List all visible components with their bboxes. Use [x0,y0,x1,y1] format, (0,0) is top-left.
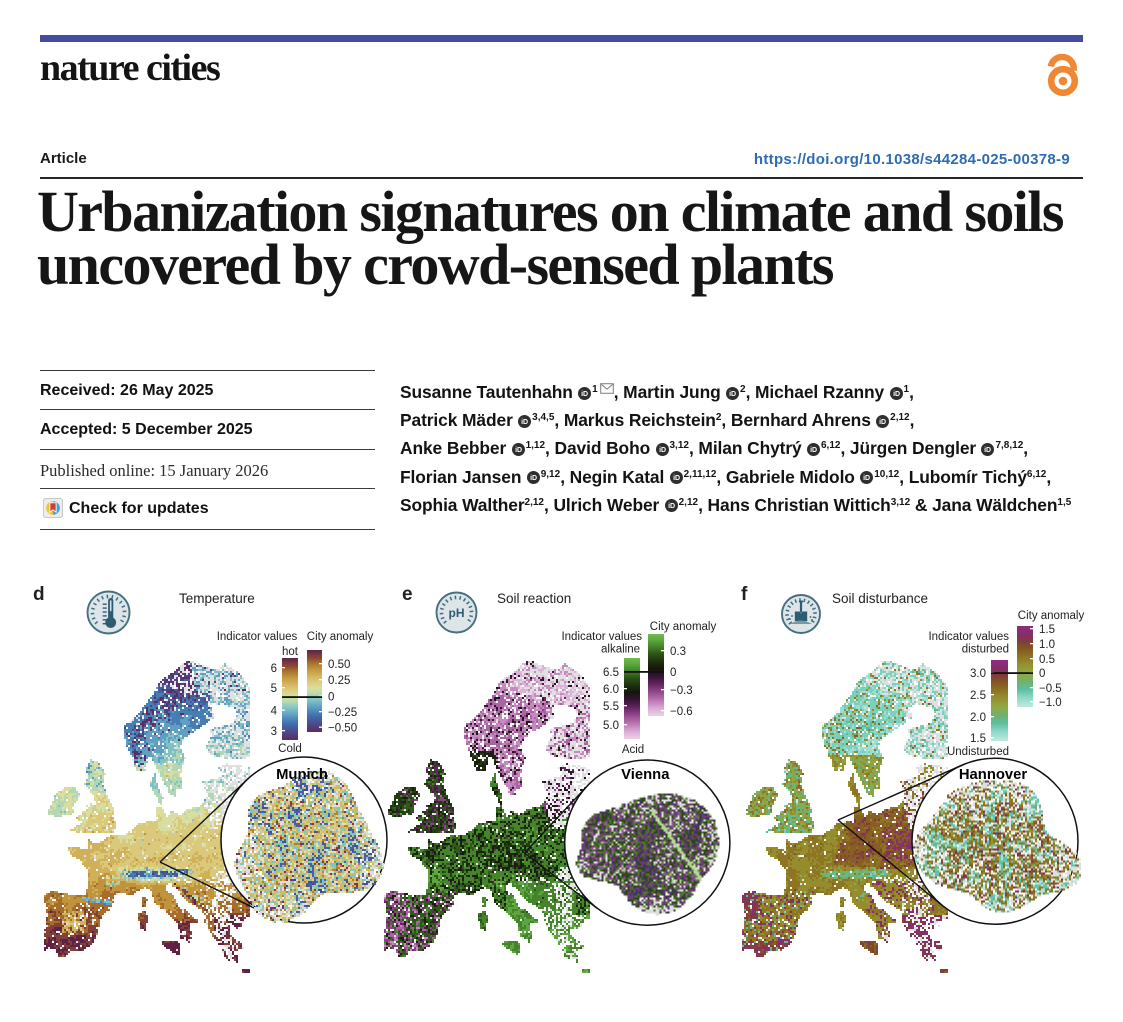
svg-text:6.5: 6.5 [603,667,619,679]
svg-text:iD: iD [729,391,736,398]
svg-text:0: 0 [328,692,334,704]
svg-text:−0.5: −0.5 [1039,683,1062,695]
svg-text:iD: iD [893,391,900,398]
svg-text:0: 0 [670,667,676,679]
svg-text:iD: iD [985,447,992,454]
svg-text:Soil reaction: Soil reaction [497,591,571,606]
svg-text:Indicator values: Indicator values [561,631,642,643]
svg-text:Munich: Munich [276,767,328,783]
svg-text:0: 0 [1039,668,1045,680]
svg-text:Soil disturbance: Soil disturbance [832,591,928,606]
svg-text:Indicator values: Indicator values [928,631,1009,643]
svg-text:iD: iD [581,391,588,398]
svg-text:d: d [33,584,45,605]
svg-text:iD: iD [810,447,817,454]
svg-text:3.0: 3.0 [970,668,986,680]
svg-text:iD: iD [521,419,528,426]
svg-text:6.0: 6.0 [603,684,619,696]
svg-text:5: 5 [271,683,277,695]
svg-text:Vienna: Vienna [621,767,670,783]
svg-text:1.5: 1.5 [1039,624,1055,636]
svg-text:iD: iD [530,475,537,482]
svg-text:iD: iD [673,475,680,482]
svg-text:f: f [741,584,748,605]
svg-text:2.5: 2.5 [970,690,986,702]
svg-text:iD: iD [659,447,666,454]
svg-text:4: 4 [271,706,278,718]
svg-text:Hannover: Hannover [959,767,1027,783]
svg-text:1.0: 1.0 [1039,639,1055,651]
svg-text:−0.6: −0.6 [670,706,693,718]
svg-text:Cold: Cold [278,743,302,755]
svg-text:−0.50: −0.50 [328,723,357,735]
svg-text:disturbed: disturbed [962,644,1009,656]
svg-text:1.5: 1.5 [970,733,986,745]
svg-text:iD: iD [515,447,522,454]
svg-text:City anomaly: City anomaly [307,631,374,643]
svg-text:hot: hot [282,646,299,658]
svg-text:Temperature: Temperature [179,591,255,606]
svg-text:iD: iD [668,504,675,511]
svg-text:iD: iD [863,475,870,482]
svg-text:−0.25: −0.25 [328,707,357,719]
svg-text:0.50: 0.50 [328,659,350,671]
svg-text:Undisturbed: Undisturbed [947,746,1009,758]
svg-text:−1.0: −1.0 [1039,697,1062,709]
svg-text:5.0: 5.0 [603,720,619,732]
svg-text:pH: pH [449,606,465,620]
svg-text:0.5: 0.5 [1039,654,1055,666]
svg-text:0.25: 0.25 [328,675,350,687]
svg-text:alkaline: alkaline [601,644,640,656]
svg-text:2.0: 2.0 [970,712,986,724]
svg-text:3: 3 [271,726,277,738]
svg-text:e: e [402,584,413,605]
svg-text:6: 6 [271,663,277,675]
svg-text:0.3: 0.3 [670,646,686,658]
svg-text:City anomaly: City anomaly [650,621,717,633]
svg-text:Acid: Acid [622,744,644,756]
svg-text:−0.3: −0.3 [670,685,693,697]
svg-text:City anomaly: City anomaly [1018,610,1085,622]
svg-text:Indicator values: Indicator values [217,631,298,643]
svg-text:5.5: 5.5 [603,701,619,713]
svg-text:iD: iD [879,419,886,426]
